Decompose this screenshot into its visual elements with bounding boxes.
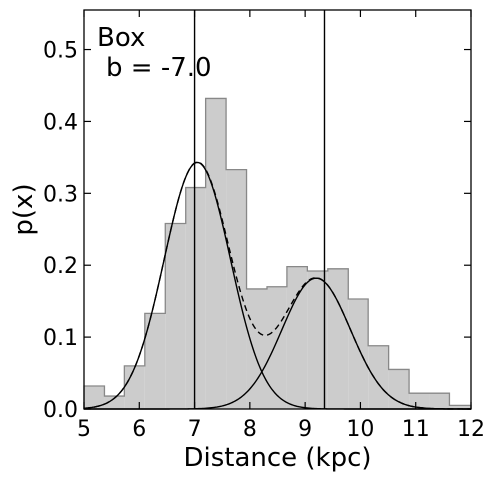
x-tick-label: 12 <box>457 417 485 442</box>
vertical-lines <box>193 10 326 409</box>
histogram-bar <box>286 266 308 409</box>
histogram-bar <box>449 405 471 409</box>
histogram-bar <box>165 223 186 409</box>
x-tick-label: 11 <box>402 417 430 442</box>
y-axis-label: p(x) <box>9 183 39 235</box>
histogram-bar <box>246 288 267 409</box>
annotation-box-label: Box <box>97 23 145 53</box>
y-tick-label: 0.5 <box>43 39 78 64</box>
x-tick-label: 8 <box>243 417 257 442</box>
histogram-bar <box>409 393 430 409</box>
x-tick-label: 6 <box>132 417 146 442</box>
histogram-bar <box>205 98 227 409</box>
histogram-bar <box>388 369 410 409</box>
annotation-latitude-label: b = -7.0 <box>106 53 212 83</box>
axis-ticks: 5 6 7 8 9 10 11 12 0.0 0.1 0.2 0.3 0.4 0.5 <box>43 10 485 442</box>
histogram-bar <box>104 396 125 409</box>
x-tick-label: 10 <box>346 417 374 442</box>
histogram-bar <box>144 313 166 409</box>
histogram-bar <box>307 270 328 409</box>
y-tick-label: 0.1 <box>43 326 78 351</box>
histogram-bar <box>368 345 389 409</box>
x-tick-label: 7 <box>188 417 202 442</box>
x-axis-label: Distance (kpc) <box>183 443 371 473</box>
y-tick-label: 0.2 <box>43 254 78 279</box>
histogram-bar <box>266 286 287 409</box>
plot-frame <box>83 9 472 410</box>
histogram-bar <box>348 299 369 409</box>
histogram-outline <box>83 97 472 409</box>
y-tick-label: 0.4 <box>43 110 78 135</box>
y-tick-label: 0.0 <box>43 398 78 423</box>
histogram-bar <box>185 187 206 409</box>
x-tick-label: 5 <box>77 417 91 442</box>
histogram-bar <box>124 365 145 409</box>
histogram-bar <box>84 385 105 409</box>
x-tick-label: 9 <box>298 417 312 442</box>
y-tick-label: 0.3 <box>43 182 78 207</box>
histogram-bar <box>327 268 349 409</box>
gaussian-sum-curve <box>83 161 472 410</box>
histogram-bar <box>226 169 247 409</box>
histogram-bar <box>429 393 450 409</box>
histogram-bars <box>83 97 472 409</box>
